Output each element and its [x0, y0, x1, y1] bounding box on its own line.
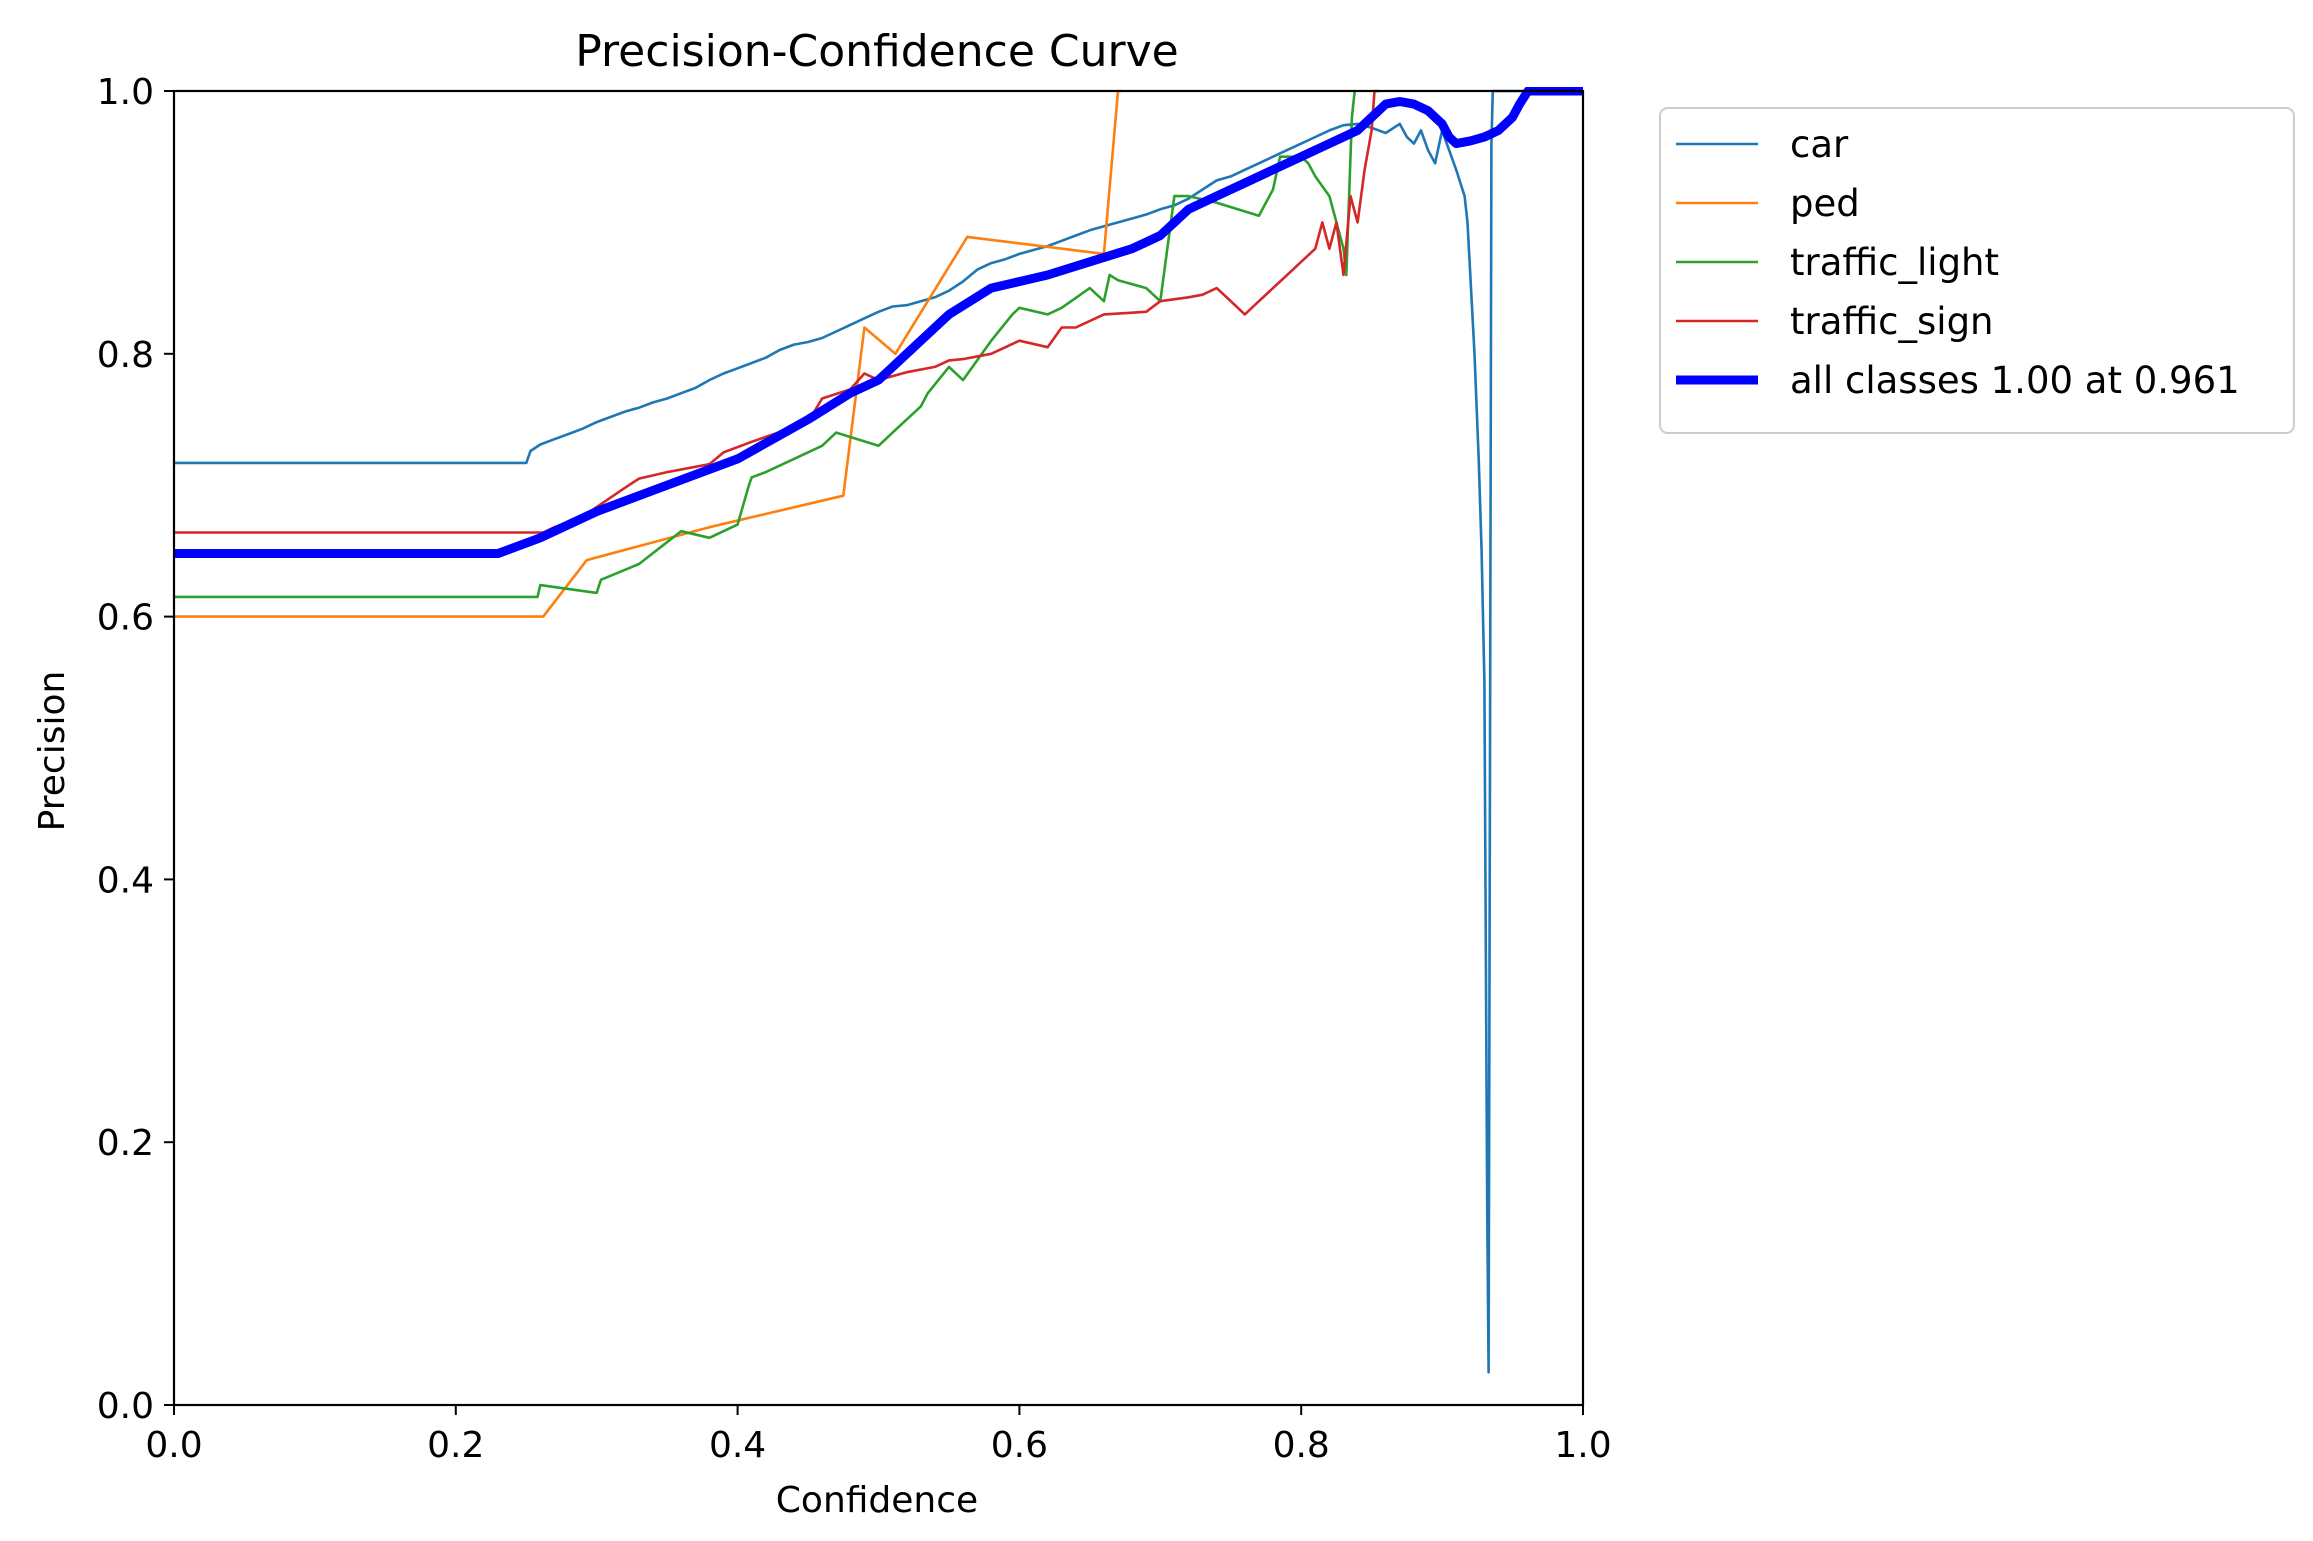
series-line-ped: [174, 89, 1123, 618]
axes-layer: 0.0 0.2 0.4 0.6 0.8 1.0 0.0 0.2 0.4 0.6 0.8 1.0: [97, 72, 1612, 1466]
plot-frame: [172, 89, 1585, 1407]
y-axis-label: Precision: [32, 671, 73, 832]
x-tick-label: 1.0: [1554, 1425, 1611, 1466]
y-tick-label: 0.0: [97, 1386, 154, 1427]
y-tick-label: 0.2: [97, 1123, 154, 1164]
series-line-all: [174, 87, 1583, 558]
series-line-traffic-light: [174, 89, 1356, 599]
x-tick-label: 0.2: [427, 1425, 484, 1466]
x-tick-label: 0.0: [145, 1425, 202, 1466]
y-tick-label: 0.8: [97, 335, 154, 376]
series-line-car: [174, 89, 1583, 1374]
legend-label: traffic_sign: [1790, 300, 1994, 343]
x-tick-label: 0.4: [709, 1425, 766, 1466]
legend-label: all classes 1.00 at 0.961: [1790, 359, 2240, 402]
series-layer: [174, 87, 1583, 1374]
y-tick-label: 1.0: [97, 72, 154, 113]
chart-title: Precision-Confidence Curve: [575, 26, 1178, 77]
legend-label: ped: [1790, 182, 1860, 225]
x-axis-label: Confidence: [776, 1480, 978, 1521]
series-line-traffic-sign: [174, 89, 1380, 534]
x-tick-label: 0.6: [991, 1425, 1048, 1466]
y-tick-label: 0.4: [97, 860, 154, 901]
legend-label: traffic_light: [1790, 241, 1999, 284]
y-tick-label: 0.6: [97, 598, 154, 639]
x-tick-label: 0.8: [1273, 1425, 1330, 1466]
legend-box: [1659, 107, 2295, 434]
legend-label: car: [1790, 123, 1849, 166]
